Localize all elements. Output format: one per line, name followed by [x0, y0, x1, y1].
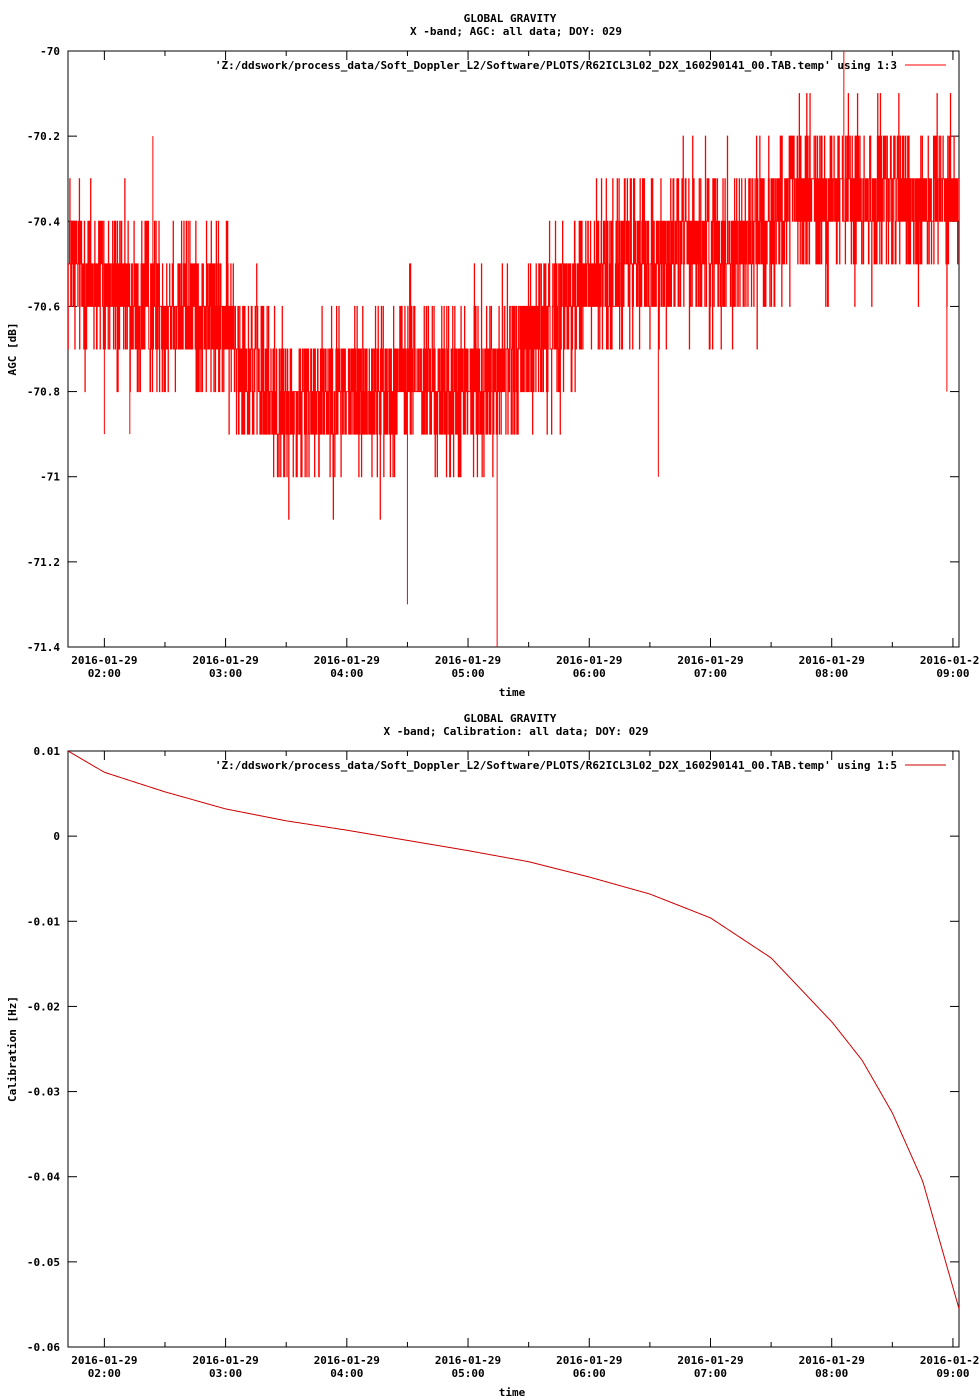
x-tick-date: 2016-01-29: [677, 654, 743, 667]
calibration-chart: GLOBAL GRAVITY X -band; Calibration: all…: [6, 712, 980, 1399]
calibration-chart-title: GLOBAL GRAVITY: [464, 712, 557, 725]
x-tick-date: 2016-01-29: [920, 654, 980, 667]
y-tick-label: -70.2: [27, 130, 60, 143]
calibration-x-ticks: 2016-01-2902:002016-01-2903:002016-01-29…: [71, 751, 980, 1380]
x-tick-time: 04:00: [330, 1367, 363, 1380]
x-tick-time: 05:00: [451, 1367, 484, 1380]
x-tick-date: 2016-01-29: [192, 1354, 258, 1367]
agc-chart-title: GLOBAL GRAVITY: [464, 12, 557, 25]
x-tick-time: 03:00: [209, 667, 242, 680]
y-tick-label: -0.02: [27, 1000, 60, 1013]
x-tick-time: 02:00: [88, 667, 121, 680]
x-tick-time: 05:00: [451, 667, 484, 680]
agc-chart-subtitle: X -band; AGC: all data; DOY: 029: [410, 25, 622, 38]
y-tick-label: -71: [40, 471, 60, 484]
y-tick-label: -0.05: [27, 1256, 60, 1269]
x-tick-date: 2016-01-29: [314, 1354, 380, 1367]
y-tick-label: -70.8: [27, 386, 60, 399]
y-tick-label: -0.01: [27, 915, 60, 928]
y-tick-label: -70.6: [27, 300, 60, 313]
agc-chart: GLOBAL GRAVITY X -band; AGC: all data; D…: [6, 12, 980, 699]
x-tick-time: 08:00: [815, 667, 848, 680]
x-tick-time: 07:00: [694, 1367, 727, 1380]
x-tick-date: 2016-01-29: [192, 654, 258, 667]
agc-y-ticks: -70 -70.2 -70.4 -70.6 -70.8 -71 -71.2 -71.4: [27, 45, 959, 654]
y-tick-label: -70: [40, 45, 60, 58]
calibration-series-line: [68, 751, 959, 1309]
agc-legend-label: 'Z:/ddswork/process_data/Soft_Doppler_L2…: [215, 59, 897, 72]
calibration-chart-subtitle: X -band; Calibration: all data; DOY: 029: [384, 725, 649, 738]
x-tick-date: 2016-01-29: [920, 1354, 980, 1367]
x-tick-time: 03:00: [209, 1367, 242, 1380]
calibration-series-layer: [68, 751, 959, 1309]
calibration-y-ticks: 0.01 0 -0.01 -0.02 -0.03 -0.04 -0.05 -0.06: [27, 745, 959, 1354]
agc-series-line: [68, 51, 959, 647]
y-tick-label: -0.04: [27, 1171, 60, 1184]
calibration-plot-frame: [67, 750, 960, 1348]
y-tick-label: -70.4: [27, 215, 60, 228]
x-tick-time: 06:00: [573, 667, 606, 680]
x-tick-time: 02:00: [88, 1367, 121, 1380]
x-tick-date: 2016-01-29: [799, 1354, 865, 1367]
x-tick-time: 07:00: [694, 667, 727, 680]
calibration-x-axis-label: time: [499, 1386, 526, 1399]
x-tick-date: 2016-01-29: [799, 654, 865, 667]
x-tick-date: 2016-01-29: [435, 654, 501, 667]
x-tick-time: 09:00: [936, 1367, 969, 1380]
x-tick-date: 2016-01-29: [314, 654, 380, 667]
x-tick-date: 2016-01-29: [677, 1354, 743, 1367]
agc-series-layer: [68, 51, 959, 647]
x-tick-time: 04:00: [330, 667, 363, 680]
x-tick-time: 08:00: [815, 1367, 848, 1380]
agc-x-ticks: 2016-01-2902:002016-01-2903:002016-01-29…: [71, 51, 980, 680]
x-tick-date: 2016-01-29: [556, 1354, 622, 1367]
x-tick-date: 2016-01-29: [71, 654, 137, 667]
calibration-legend-label: 'Z:/ddswork/process_data/Soft_Doppler_L2…: [215, 759, 897, 772]
y-tick-label: 0: [53, 830, 60, 843]
x-tick-date: 2016-01-29: [435, 1354, 501, 1367]
y-tick-label: 0.01: [34, 745, 61, 758]
x-tick-date: 2016-01-29: [71, 1354, 137, 1367]
x-tick-date: 2016-01-29: [556, 654, 622, 667]
agc-y-axis-label: AGC [dB]: [6, 323, 19, 376]
x-tick-time: 06:00: [573, 1367, 606, 1380]
agc-x-axis-label: time: [499, 686, 526, 699]
x-tick-time: 09:00: [936, 667, 969, 680]
y-tick-label: -0.03: [27, 1086, 60, 1099]
y-tick-label: -0.06: [27, 1341, 60, 1354]
y-tick-label: -71.2: [27, 556, 60, 569]
y-tick-label: -71.4: [27, 641, 60, 654]
calibration-y-axis-label: Calibration [Hz]: [6, 996, 19, 1102]
